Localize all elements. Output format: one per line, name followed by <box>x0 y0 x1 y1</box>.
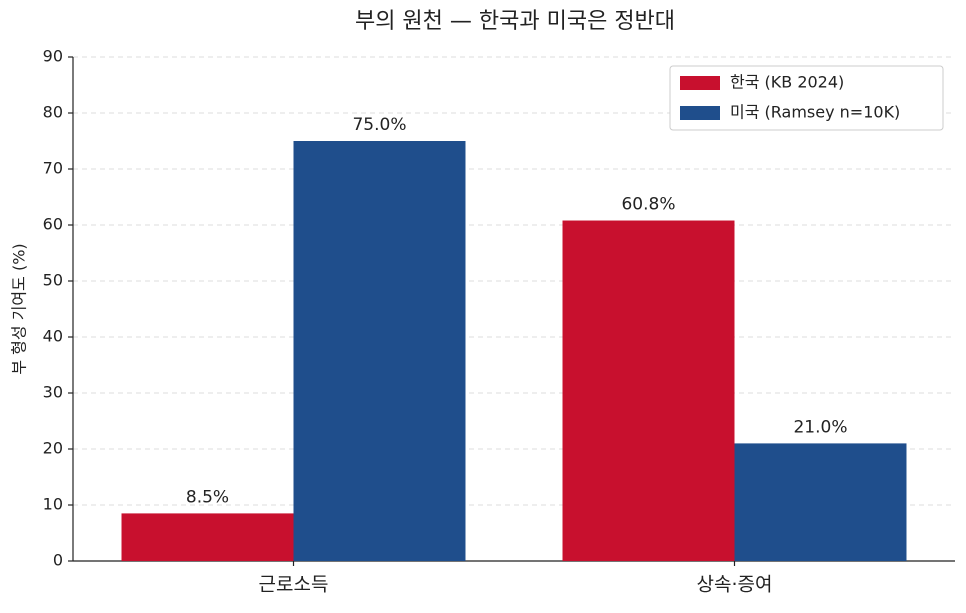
y-tick-label: 30 <box>43 383 63 402</box>
legend-swatch <box>680 76 720 90</box>
value-label: 21.0% <box>793 417 847 437</box>
x-tick-label: 근로소득 <box>259 574 329 596</box>
legend-label: 미국 (Ramsey n=10K) <box>730 103 900 122</box>
legend-swatch <box>680 106 720 120</box>
legend-box <box>669 65 944 131</box>
bar <box>293 141 466 561</box>
y-tick-label: 40 <box>43 327 63 346</box>
y-tick-label: 80 <box>43 103 63 122</box>
legend-label: 한국 (KB 2024) <box>730 73 844 92</box>
y-tick-label: 10 <box>43 495 63 514</box>
y-tick-label: 90 <box>43 47 63 66</box>
y-tick-label: 60 <box>43 215 63 234</box>
y-axis-label: 부 형성 기여도 (%) <box>10 243 29 374</box>
y-tick-label: 50 <box>43 271 63 290</box>
value-label: 8.5% <box>186 487 229 507</box>
y-tick-label: 20 <box>43 439 63 458</box>
value-label: 75.0% <box>352 115 406 135</box>
y-tick-label: 0 <box>53 551 63 570</box>
y-tick-label: 70 <box>43 159 63 178</box>
x-tick-label: 상속·증여 <box>697 574 773 596</box>
value-label: 60.8% <box>621 195 675 215</box>
bar <box>562 220 735 561</box>
chart-title: 부의 원천 — 한국과 미국은 정반대 <box>355 9 675 34</box>
bar <box>734 443 907 561</box>
bar <box>121 513 294 561</box>
